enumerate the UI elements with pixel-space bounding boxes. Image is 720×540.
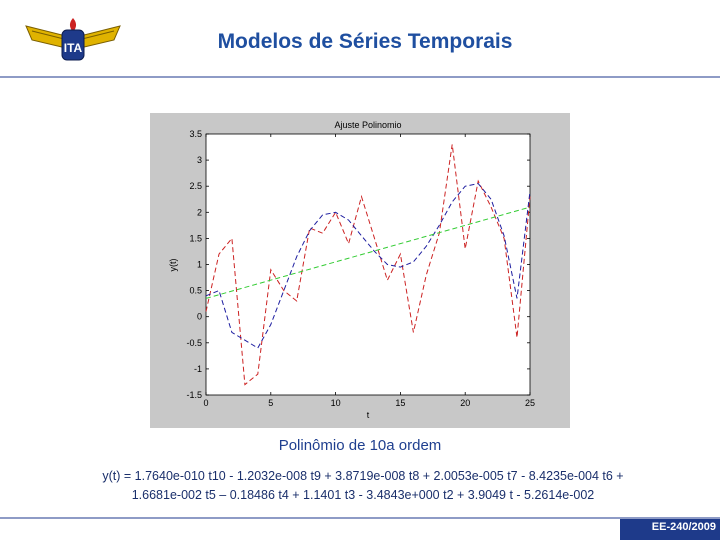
y-tick-label: 1 <box>197 260 202 270</box>
series-data-line <box>205 144 531 386</box>
y-tick-label: 2.5 <box>189 181 202 191</box>
y-tick-label: 3.5 <box>189 129 202 139</box>
logo-text: ITA <box>64 41 83 55</box>
logo-left-wing <box>25 25 67 49</box>
series-linear-fit <box>205 206 531 299</box>
y-tick-label: 0.5 <box>189 286 202 296</box>
y-tick-label: 1.5 <box>189 233 202 243</box>
series-polynomial-fit <box>205 183 531 349</box>
series-layer <box>205 144 531 386</box>
x-tick-label: 20 <box>460 398 470 408</box>
y-tick-label: -0.5 <box>186 338 202 348</box>
plot-area <box>205 133 531 396</box>
chart-title: Ajuste Polinomio <box>334 120 401 130</box>
ita-logo: ITA <box>25 18 121 61</box>
footer-bar <box>620 519 720 540</box>
axis-ticks: 0 5 10 15 20 25 -1.5 -1 -0.5 0 0.5 1 1.5 2 2.5 3 3.5 <box>186 129 535 408</box>
chart-caption: Polinômio de 10a ordem <box>278 437 442 454</box>
x-tick-label: 10 <box>331 398 341 408</box>
footer-divider <box>0 517 720 519</box>
x-tick-label: 5 <box>268 398 273 408</box>
x-axis-label: t <box>367 410 370 420</box>
y-tick-label: 0 <box>197 312 202 322</box>
page-title: Modelos de Séries Temporais <box>217 30 513 53</box>
course-code: EE-240/2009 <box>651 521 716 533</box>
formula-line-2: 1.6681e-002 t5 – 0.18486 t4 + 1.1401 t3 … <box>131 488 595 502</box>
chart-panel: Ajuste Polinomio t y(t) 0 5 10 15 20 25 -1.5 -1… <box>150 113 570 428</box>
y-axis-label: y(t) <box>168 259 178 272</box>
chart: Ajuste Polinomio t y(t) 0 5 10 15 20 25-1.5-1… <box>168 120 535 420</box>
y-tick-label: -1.5 <box>186 390 202 400</box>
header-divider <box>0 76 720 78</box>
formula-line-1: y(t) = 1.7640e-010 t10 - 1.2032e-008 t9 … <box>102 469 624 483</box>
y-tick-label: -1 <box>194 364 202 374</box>
y-tick-label: 2 <box>197 207 202 217</box>
x-tick-label: 15 <box>395 398 405 408</box>
logo-right-wing <box>79 25 121 49</box>
logo-flame <box>69 18 77 32</box>
x-tick-label: 0 <box>203 398 208 408</box>
x-tick-label: 25 <box>525 398 535 408</box>
logo-shield <box>61 29 85 61</box>
y-tick-label: 3 <box>197 155 202 165</box>
polynomial-formula: y(t) = 1.7640e-010 t10 - 1.2032e-008 t9 … <box>58 467 668 505</box>
